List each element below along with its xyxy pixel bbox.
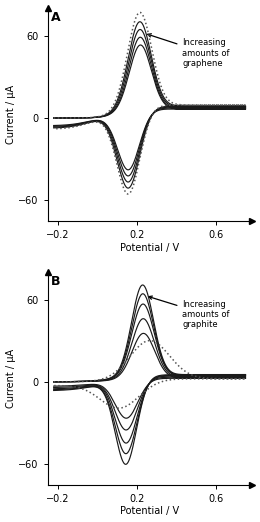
Text: Increasing
amounts of
graphite: Increasing amounts of graphite (149, 296, 230, 329)
Text: A: A (51, 11, 60, 24)
Y-axis label: Current / μA: Current / μA (5, 85, 16, 144)
Y-axis label: Current / μA: Current / μA (5, 349, 16, 408)
Text: Increasing
amounts of
graphene: Increasing amounts of graphene (148, 34, 230, 68)
X-axis label: Potential / V: Potential / V (120, 506, 179, 516)
Text: B: B (51, 275, 60, 288)
X-axis label: Potential / V: Potential / V (120, 243, 179, 253)
